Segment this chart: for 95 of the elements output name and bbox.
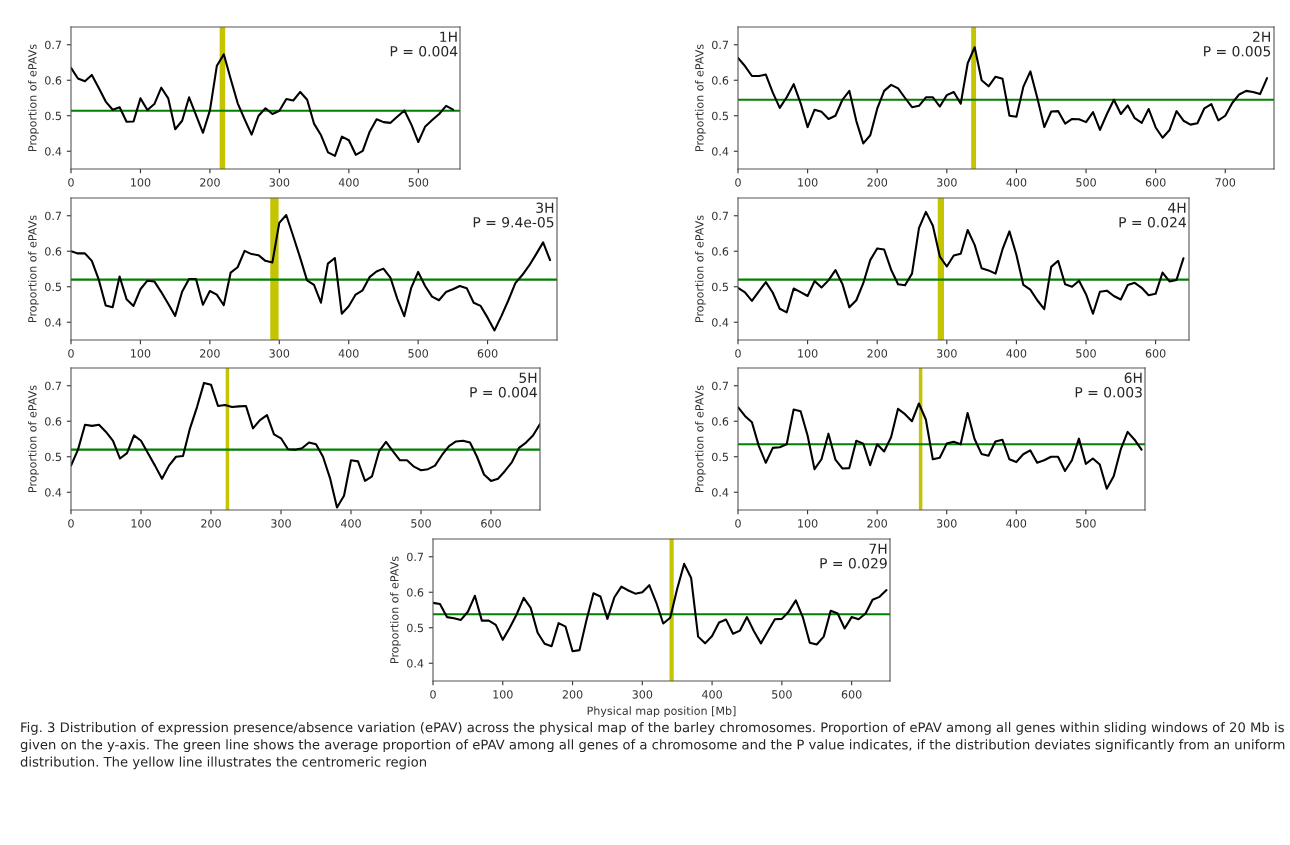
x-tick-label: 400 (1006, 349, 1027, 358)
y-axis-title: Proportion of ePAVs (694, 44, 706, 152)
y-tick-label: 0.6 (712, 76, 729, 85)
x-tick-label: 300 (937, 178, 957, 187)
x-tick-label: 400 (338, 349, 359, 358)
x-tick-label: 100 (798, 519, 818, 528)
x-tick-label: 0 (735, 519, 741, 528)
y-tick-label: 0.4 (45, 147, 62, 156)
y-axis-title: Proportion of ePAVs (389, 556, 401, 664)
x-tick-label: 500 (1076, 519, 1096, 528)
x-tick-label: 100 (493, 690, 513, 699)
x-tick-label: 0 (68, 178, 74, 187)
y-tick-label: 0.5 (45, 111, 61, 121)
x-tick-label: 200 (200, 178, 220, 187)
y-axis-title: Proportion of ePAVs (694, 215, 706, 323)
y-axis-title: Proportion of ePAVs (27, 385, 39, 493)
text: 2H P = 0.005 (1204, 31, 1271, 57)
y-tick-label: 0.4 (407, 659, 424, 668)
y-tick-label: 0.7 (407, 552, 424, 562)
x-tick-label: 300 (632, 690, 653, 699)
x-tick-label: 400 (1006, 178, 1027, 187)
y-tick-label: 0.5 (45, 452, 61, 462)
y-tick-label: 0.5 (407, 623, 423, 633)
caption: Fig. 3 Distribution of expression presence/absence variation (ePAV) across the physical map of the barley chromosomes. Proportion of ePAV among all genes within sliding windows of 20 Mb is given on the y-axis. The green line shows the average proportion of ePAV among all genes of a chromosome and the P value indicates, if the distribution deviates significantly from an uniform distribution. The yellow line illustrates the centromeric region (20, 722, 1285, 770)
x-tick-label: 300 (937, 349, 957, 358)
x-tick-label: 100 (131, 349, 151, 358)
y-tick-label: 0.5 (712, 452, 728, 462)
x-tick-label: 600 (481, 519, 501, 528)
y-tick-label: 0.6 (45, 247, 62, 256)
text: 4H P = 0.024 (1119, 202, 1186, 228)
y-axis-title: Proportion of ePAVs (694, 385, 706, 493)
x-tick-label: 100 (798, 178, 818, 187)
x-tick-label: 700 (1215, 178, 1236, 187)
x-tick-label: 100 (131, 519, 151, 528)
y-tick-label: 0.4 (712, 488, 729, 497)
x-tick-label: 500 (772, 690, 792, 699)
x-tick-label: 200 (867, 178, 888, 187)
x-tick-label: 400 (338, 178, 359, 187)
text: 6H P = 0.003 (1075, 372, 1142, 398)
y-tick-label: 0.4 (45, 318, 62, 327)
y-tick-label: 0.6 (712, 417, 729, 426)
y-tick-label: 0.5 (712, 282, 728, 292)
line-series (738, 402, 1143, 490)
y-tick-label: 0.7 (45, 381, 62, 391)
y-tick-label: 0.7 (45, 40, 62, 50)
line-series (738, 46, 1269, 145)
x-axis-title: Physical map position [Mb] (587, 706, 736, 718)
x-tick-label: 600 (841, 690, 862, 699)
x-tick-label: 200 (201, 519, 221, 528)
x-tick-label: 300 (271, 519, 291, 528)
x-tick-label: 200 (867, 519, 888, 528)
x-tick-label: 400 (340, 519, 361, 528)
text: 7H P = 0.029 (820, 543, 887, 569)
x-tick-label: 0 (735, 349, 741, 358)
x-tick-label: 0 (735, 178, 741, 187)
y-tick-label: 0.6 (407, 588, 424, 597)
y-tick-label: 0.7 (712, 211, 729, 221)
x-tick-label: 500 (1076, 349, 1096, 358)
x-tick-label: 0 (68, 519, 74, 528)
x-tick-label: 600 (1145, 178, 1166, 187)
x-tick-label: 500 (1076, 178, 1096, 187)
y-tick-label: 0.4 (712, 318, 729, 327)
y-tick-label: 0.6 (45, 76, 62, 85)
y-tick-label: 0.7 (712, 40, 729, 50)
y-tick-label: 0.7 (712, 381, 729, 391)
y-tick-label: 0.5 (45, 282, 61, 292)
y-tick-label: 0.6 (45, 417, 62, 426)
x-tick-label: 100 (131, 178, 151, 187)
text: 3H P = 9.4e-05 (473, 202, 554, 228)
y-tick-label: 0.7 (45, 211, 62, 221)
y-tick-label: 0.6 (712, 247, 729, 256)
x-tick-label: 500 (408, 349, 429, 358)
text: 5H P = 0.004 (470, 372, 537, 398)
x-tick-label: 400 (702, 690, 722, 699)
x-tick-label: 300 (936, 519, 957, 528)
x-tick-label: 0 (430, 690, 436, 699)
y-tick-label: 0.5 (712, 111, 728, 121)
y-tick-label: 0.4 (45, 488, 62, 497)
x-tick-label: 200 (200, 349, 220, 358)
text: 1H P = 0.004 (390, 31, 458, 57)
y-axis-title: Proportion of ePAVs (27, 215, 39, 323)
x-tick-label: 500 (411, 519, 431, 528)
x-tick-label: 600 (1145, 349, 1166, 358)
x-tick-label: 600 (477, 349, 498, 358)
y-axis-title: Proportion of ePAVs (27, 44, 39, 152)
x-tick-label: 100 (798, 349, 818, 358)
x-tick-label: 200 (562, 690, 583, 699)
x-tick-label: 200 (867, 349, 888, 358)
x-tick-label: 300 (269, 178, 290, 187)
y-tick-label: 0.4 (712, 147, 729, 156)
line-series (71, 214, 552, 332)
x-tick-label: 400 (1006, 519, 1027, 528)
x-tick-label: 500 (408, 178, 429, 187)
x-tick-label: 0 (68, 349, 74, 358)
x-tick-label: 300 (269, 349, 290, 358)
